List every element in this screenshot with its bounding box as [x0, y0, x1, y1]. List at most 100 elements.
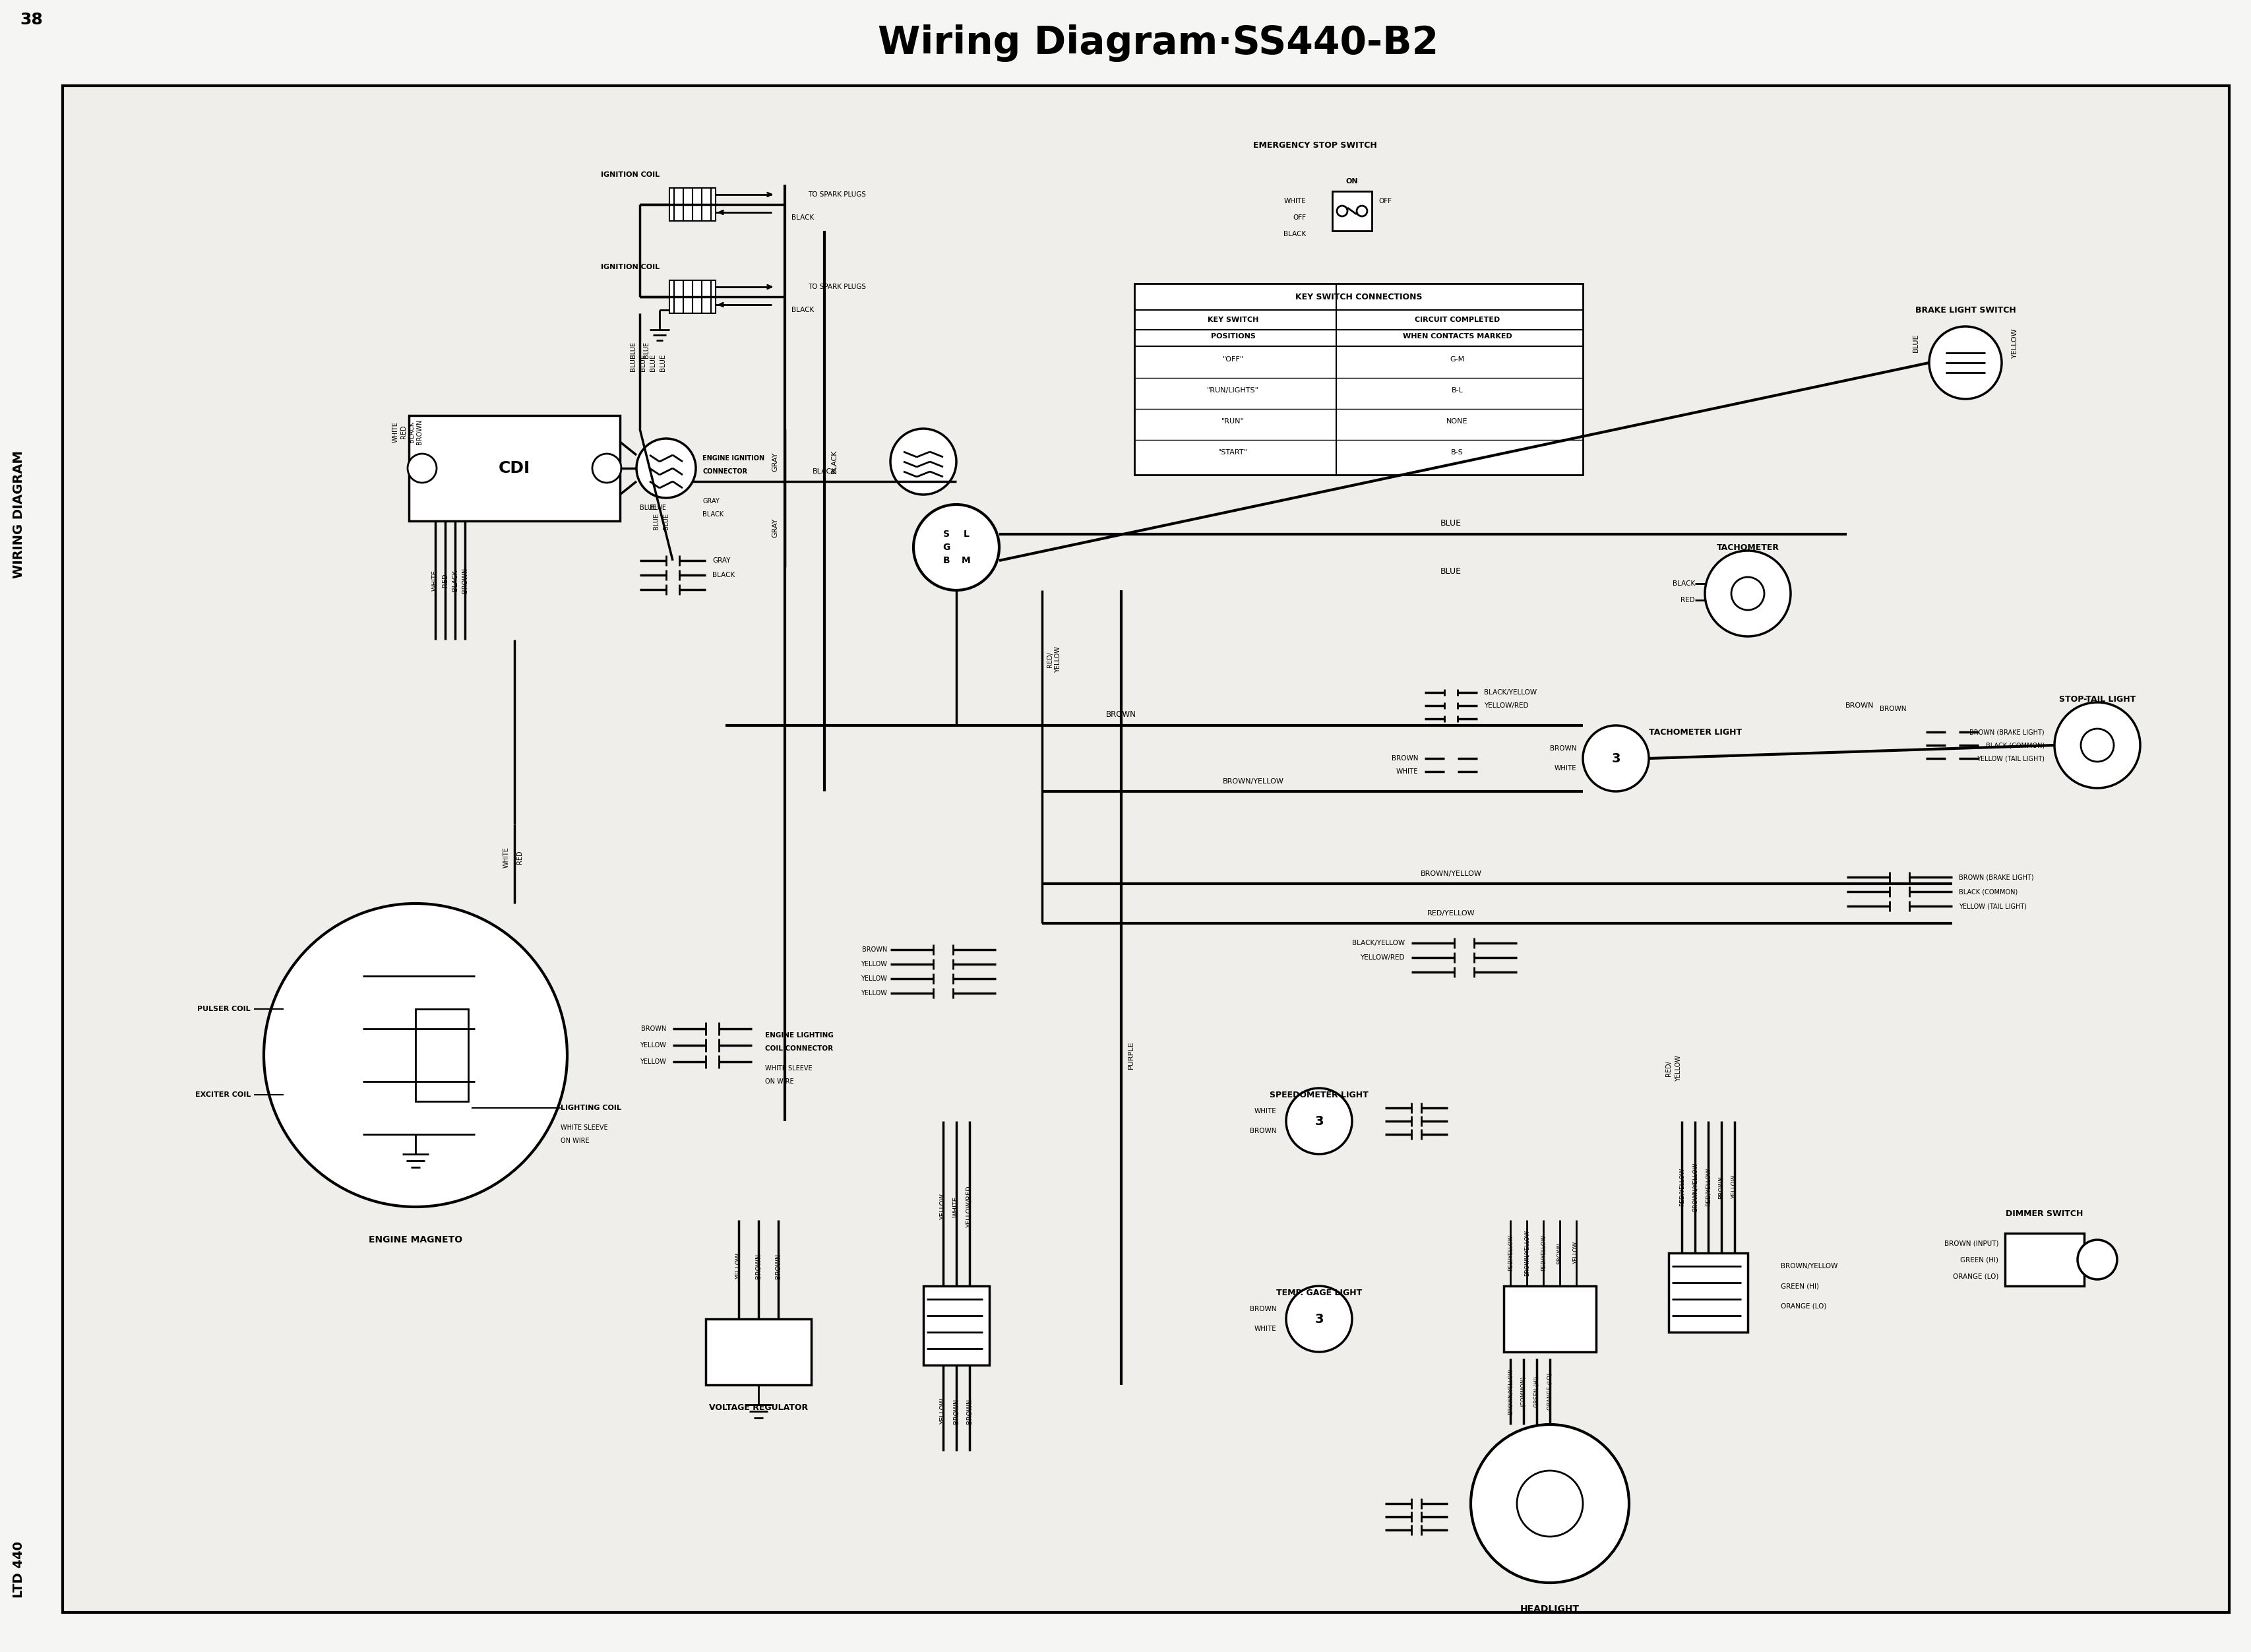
Text: "RUN/LIGHTS": "RUN/LIGHTS" [1207, 387, 1258, 393]
Bar [1333, 192, 1371, 231]
Bar [1668, 1252, 1747, 1332]
Text: GRAY: GRAY [702, 497, 720, 504]
Text: BLACK: BLACK [792, 307, 815, 314]
Text: BLACK: BLACK [407, 421, 414, 443]
Text: BLACK/YELLOW: BLACK/YELLOW [1483, 689, 1537, 695]
Text: YELLOW/RED: YELLOW/RED [1483, 702, 1528, 709]
Text: BROWN/YELLOW: BROWN/YELLOW [1524, 1231, 1531, 1275]
Text: YELLOW (TAIL LIGHT): YELLOW (TAIL LIGHT) [1976, 755, 2044, 762]
Text: RED: RED [1681, 596, 1695, 603]
Text: BROWN/YELLOW: BROWN/YELLOW [1781, 1262, 1837, 1269]
Text: YELLOW (TAIL LIGHT): YELLOW (TAIL LIGHT) [1958, 904, 2026, 909]
Text: ORANGE (LO): ORANGE (LO) [1781, 1302, 1826, 1308]
Text: TACHOMETER: TACHOMETER [1718, 544, 1778, 552]
Text: B: B [943, 557, 950, 565]
Text: YELLOW: YELLOW [639, 1059, 666, 1066]
Circle shape [1285, 1285, 1353, 1351]
Circle shape [407, 454, 437, 482]
Text: BROWN: BROWN [1549, 745, 1576, 752]
Text: BLACK: BLACK [792, 215, 815, 221]
Text: BLUE: BLUE [660, 354, 666, 372]
Circle shape [2055, 702, 2141, 788]
Text: TO SPARK PLUGS: TO SPARK PLUGS [808, 192, 867, 198]
Text: RED/YELLOW: RED/YELLOW [1540, 1236, 1546, 1270]
Circle shape [1470, 1424, 1630, 1583]
Text: BROWN: BROWN [862, 947, 887, 953]
Text: BLACK: BLACK [702, 510, 723, 517]
Text: KEY SWITCH CONNECTIONS: KEY SWITCH CONNECTIONS [1294, 292, 1423, 301]
Text: BROWN: BROWN [642, 1026, 666, 1032]
Text: WHEN CONTACTS MARKED: WHEN CONTACTS MARKED [1402, 334, 1513, 340]
Text: OFF: OFF [1378, 198, 1391, 205]
Text: GRAY: GRAY [772, 453, 779, 471]
Text: BROWN: BROWN [461, 568, 468, 593]
Circle shape [891, 428, 957, 494]
Text: BLACK: BLACK [831, 449, 837, 474]
Text: PURPLE: PURPLE [1128, 1041, 1135, 1069]
Text: POSITIONS: POSITIONS [1211, 334, 1256, 340]
Text: YELLOW: YELLOW [2012, 327, 2019, 358]
Text: YELLOW/RED: YELLOW/RED [1360, 955, 1405, 961]
Circle shape [637, 438, 696, 497]
Text: CIRCUIT COMPLETED: CIRCUIT COMPLETED [1414, 317, 1499, 324]
Bar [410, 415, 619, 520]
Text: VOLTAGE REGULATOR: VOLTAGE REGULATOR [709, 1404, 808, 1412]
Text: S: S [943, 530, 950, 539]
Text: EMERGENCY STOP SWITCH: EMERGENCY STOP SWITCH [1254, 140, 1378, 149]
Text: SPEEDOMETER LIGHT: SPEEDOMETER LIGHT [1270, 1090, 1369, 1099]
Text: YELLOW: YELLOW [941, 1398, 945, 1424]
Text: GRAY: GRAY [772, 517, 779, 537]
Text: BROWN: BROWN [1718, 1176, 1724, 1199]
Text: BLUE: BLUE [630, 354, 637, 372]
Text: BROWN: BROWN [966, 1399, 972, 1424]
Text: DIMMER SWITCH: DIMMER SWITCH [2006, 1209, 2082, 1218]
Circle shape [1582, 725, 1648, 791]
Text: WHITE SLEEVE: WHITE SLEEVE [765, 1066, 813, 1072]
Bar [1504, 1285, 1596, 1351]
Text: OFF: OFF [1292, 215, 1306, 221]
Text: BLUE: BLUE [639, 504, 657, 510]
Text: "RUN": "RUN" [1222, 418, 1245, 425]
Bar [1135, 284, 1582, 474]
Text: LIGHTING COIL: LIGHTING COIL [560, 1105, 621, 1112]
Text: IGNITION COIL: IGNITION COIL [601, 264, 660, 271]
Text: BROWN: BROWN [754, 1254, 761, 1279]
Text: ON WIRE: ON WIRE [765, 1079, 795, 1085]
Text: YELLOW: YELLOW [860, 961, 887, 968]
Text: YELLOW: YELLOW [860, 990, 887, 996]
Text: BROWN/YELLOW: BROWN/YELLOW [1508, 1368, 1513, 1414]
Text: BLACK (COMMON): BLACK (COMMON) [1985, 742, 2044, 748]
Text: YELLOW: YELLOW [1056, 646, 1060, 672]
Text: NONE: NONE [1447, 418, 1468, 425]
Text: CDI: CDI [497, 461, 531, 476]
Text: WHITE SLEEVE: WHITE SLEEVE [560, 1125, 608, 1132]
Circle shape [1704, 550, 1790, 636]
Circle shape [2078, 1239, 2118, 1279]
Circle shape [1357, 206, 1366, 216]
Text: BLUE: BLUE [644, 342, 651, 358]
Text: B-L: B-L [1452, 387, 1463, 393]
Text: BLACK: BLACK [1672, 580, 1695, 586]
Bar [416, 1009, 468, 1102]
Text: BROWN: BROWN [1249, 1305, 1276, 1312]
Text: COIL CONNECTOR: COIL CONNECTOR [765, 1046, 833, 1052]
Text: YELLOW: YELLOW [1731, 1175, 1738, 1199]
Text: WHITE: WHITE [1283, 198, 1306, 205]
Circle shape [1337, 206, 1348, 216]
Bar [669, 281, 716, 314]
Text: CONNECTOR: CONNECTOR [702, 468, 747, 474]
Text: YELLOW: YELLOW [1675, 1056, 1681, 1082]
Text: GRAY: GRAY [711, 557, 729, 563]
Text: YELLOW: YELLOW [1573, 1242, 1580, 1264]
Text: 3: 3 [1315, 1115, 1324, 1127]
Text: BROWN: BROWN [416, 420, 423, 444]
Text: ENGINE MAGNETO: ENGINE MAGNETO [369, 1236, 461, 1244]
Text: WIRING DIAGRAM: WIRING DIAGRAM [11, 451, 25, 578]
Text: BROWN: BROWN [1391, 755, 1418, 762]
Text: BLUE: BLUE [630, 342, 637, 358]
Circle shape [263, 904, 567, 1208]
Text: ENGINE LIGHTING: ENGINE LIGHTING [765, 1032, 833, 1039]
Text: WHITE: WHITE [432, 570, 439, 591]
Circle shape [914, 504, 999, 590]
Text: BROWN: BROWN [1249, 1128, 1276, 1135]
